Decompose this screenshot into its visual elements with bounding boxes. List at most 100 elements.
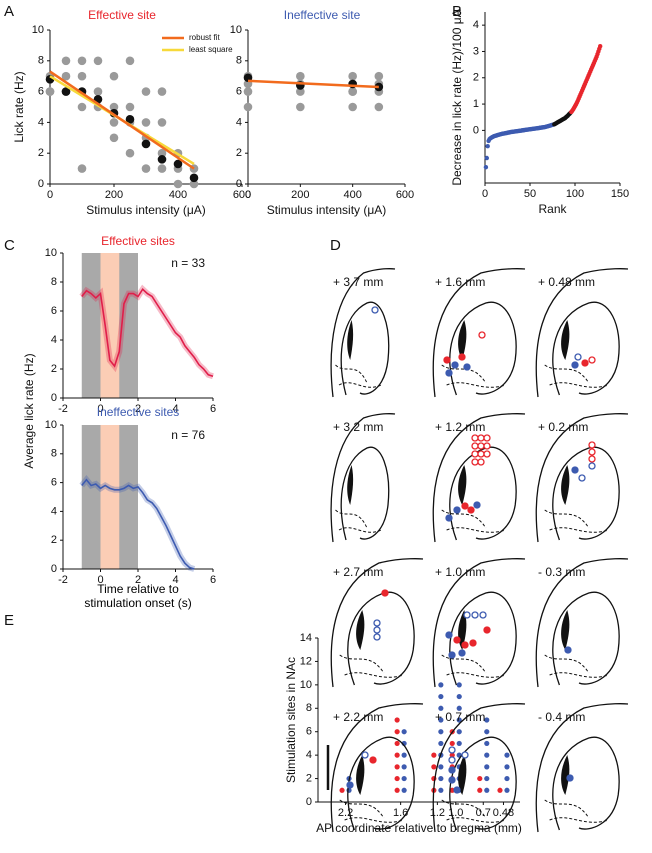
y-tick-label: 0	[51, 563, 57, 575]
dot	[431, 764, 437, 770]
dot	[504, 787, 510, 793]
dot	[477, 775, 483, 782]
ventricle	[561, 755, 570, 795]
point	[125, 148, 135, 158]
brain-outline	[535, 268, 629, 398]
dot	[401, 752, 407, 758]
dot	[438, 693, 444, 700]
dot-column	[401, 729, 407, 793]
brain-outline	[552, 446, 620, 541]
x-tick-label: 4	[172, 403, 178, 415]
site-marker	[471, 611, 479, 619]
atlas-section: + 2.7 mm	[330, 558, 424, 688]
atlas-section: + 0.2 mm	[535, 413, 629, 543]
brain-outline	[449, 446, 517, 541]
brain-outline	[552, 301, 620, 396]
dot	[456, 682, 462, 688]
dot	[484, 764, 490, 770]
brain-outline	[535, 413, 629, 543]
dot	[438, 717, 444, 723]
site-marker	[477, 458, 485, 466]
site-marker	[445, 631, 453, 639]
dot	[484, 787, 490, 793]
site-marker	[483, 626, 491, 634]
site-marker	[461, 502, 469, 510]
y-tick-label: 4	[51, 505, 57, 517]
annotation: n = 33	[171, 256, 205, 270]
site-marker	[566, 774, 574, 782]
dot	[456, 693, 462, 700]
site-marker	[479, 611, 487, 619]
point	[93, 87, 103, 96]
y-tick-label: 0	[38, 178, 44, 190]
y-tick-label: 2	[306, 772, 312, 784]
site-marker	[448, 776, 456, 784]
brain-detail	[339, 799, 404, 823]
point	[109, 118, 119, 127]
section-label: + 2.7 mm	[333, 565, 383, 579]
point	[109, 133, 119, 143]
x-tick-label: 6	[210, 403, 216, 415]
y-tick-label: 1	[473, 98, 479, 110]
site-marker	[369, 756, 377, 764]
site-marker	[453, 636, 461, 644]
dot-column	[339, 787, 345, 793]
dot	[394, 740, 400, 747]
dot	[456, 740, 462, 747]
site-marker	[467, 506, 475, 514]
dot	[484, 729, 490, 735]
dot-column	[438, 682, 444, 793]
site-marker	[483, 442, 491, 450]
ventricle	[356, 755, 365, 795]
dot	[497, 787, 503, 793]
point	[483, 165, 489, 170]
site-marker	[453, 506, 461, 514]
y-tick-label: 8	[38, 55, 44, 67]
ventricle	[347, 320, 354, 360]
point	[189, 173, 199, 183]
fit-line	[49, 70, 195, 170]
site-marker	[588, 448, 596, 456]
brain-outline	[432, 268, 526, 398]
point	[61, 56, 71, 66]
point	[374, 102, 384, 112]
brain-detail	[544, 509, 609, 533]
point	[296, 102, 305, 112]
chart-title: Effective sites	[101, 234, 175, 248]
point	[348, 71, 357, 81]
x-tick-label: -2	[58, 403, 68, 415]
point	[125, 115, 135, 124]
x-tick-label: 0.48	[493, 807, 514, 819]
y-tick-label: 6	[51, 477, 57, 489]
brain-detail	[544, 799, 609, 823]
y-tick-label: 6	[51, 305, 57, 317]
ventricle	[561, 320, 570, 360]
section-label: - 0.4 mm	[538, 710, 585, 724]
dot	[484, 752, 490, 758]
x-tick-label: 600	[396, 189, 414, 201]
site-marker	[471, 434, 479, 442]
panel-label: C	[4, 237, 15, 254]
section-label: + 3.7 mm	[333, 275, 383, 289]
site-marker	[483, 450, 491, 458]
brain-outline	[330, 413, 396, 543]
y-tick-label: 10	[45, 247, 57, 259]
point	[141, 139, 151, 149]
dot	[438, 682, 444, 688]
site-marker	[448, 746, 456, 754]
site-marker	[477, 442, 485, 450]
site-marker	[448, 651, 456, 659]
brain-outline	[330, 703, 424, 833]
point	[141, 164, 151, 173]
dot	[504, 775, 510, 782]
y-tick-label: 2	[473, 72, 479, 84]
dot-column	[394, 717, 400, 793]
y-tick-label: 10	[230, 24, 242, 36]
y-tick-label: 0	[51, 392, 57, 404]
brain-detail	[335, 364, 382, 388]
y-tick-label: 10	[32, 24, 44, 36]
point	[45, 87, 55, 96]
y-tick-label: 8	[51, 448, 57, 460]
